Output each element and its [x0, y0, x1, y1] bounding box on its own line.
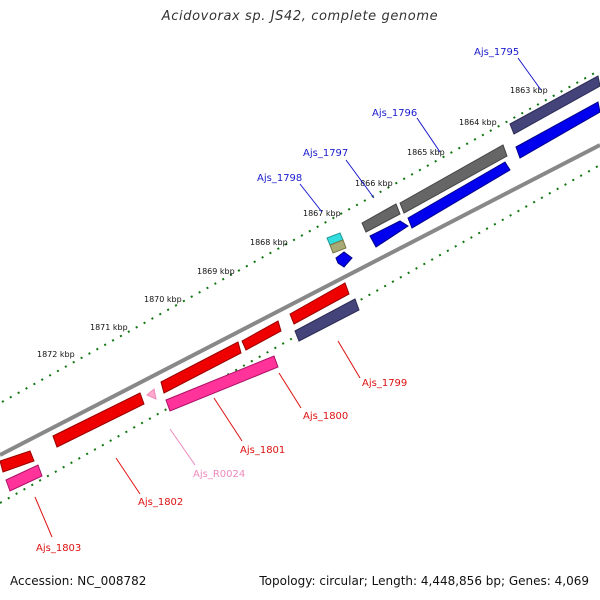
kbp-label: 1870 kbp	[144, 295, 182, 304]
gene-label-ajs-1799[interactable]: Ajs_1799	[362, 378, 407, 389]
gene-bar-ajs-1803[interactable]	[5, 464, 43, 492]
kbp-label: 1863 kbp	[510, 86, 548, 95]
gene-label-ajs-1797[interactable]: Ajs_1797	[303, 148, 348, 159]
cds-ajs-1799[interactable]	[289, 282, 350, 325]
kbp-label: 1868 kbp	[250, 238, 288, 247]
kbp-label: 1867 kbp	[303, 209, 341, 218]
gene-label-ajs-1803[interactable]: Ajs_1803	[36, 543, 81, 554]
gene-label-ajs-1796[interactable]: Ajs_1796	[372, 108, 417, 119]
gene-bar-ajs-1798-b[interactable]	[329, 239, 347, 254]
kbp-label: 1869 kbp	[197, 267, 235, 276]
gene-bar-ajs-1797[interactable]	[361, 203, 401, 233]
kbp-label: 1865 kbp	[407, 148, 445, 157]
kbp-label: 1872 kbp	[37, 350, 75, 359]
kbp-label: 1866 kbp	[355, 179, 393, 188]
cds-ajs-1795[interactable]	[515, 101, 600, 159]
gene-bar-ajs-1799[interactable]	[294, 298, 360, 342]
reverse-gene-track	[5, 298, 360, 492]
gene-label-ajs-r0024[interactable]: Ajs_R0024	[193, 469, 245, 480]
gene-bar-ajs-1796[interactable]	[399, 144, 508, 214]
kbp-label: 1864 kbp	[459, 118, 497, 127]
cds-ajs-1802[interactable]	[52, 392, 145, 448]
map-title: Acidovorax sp. JS42, complete genome	[161, 9, 439, 24]
rna-ajs-r0024[interactable]	[146, 388, 157, 400]
gene-bar-ajs-1801[interactable]	[165, 355, 279, 412]
forward-cds-track	[335, 101, 600, 268]
top-tick-row	[1, 69, 600, 403]
cds-ajs-1796[interactable]	[407, 161, 511, 229]
gene-label-ajs-1800[interactable]: Ajs_1800	[303, 411, 348, 422]
cds-ajs-1800[interactable]	[241, 320, 282, 351]
genome-stats-text: Topology: circular; Length: 4,448,856 bp…	[259, 574, 589, 588]
gene-label-ajs-1798[interactable]: Ajs_1798	[257, 173, 302, 184]
leader-lines	[34, 57, 542, 538]
kbp-label: 1871 kbp	[90, 323, 128, 332]
gene-label-ajs-1795[interactable]: Ajs_1795	[474, 47, 519, 58]
cds-ajs-1797[interactable]	[369, 220, 409, 248]
cds-ajs-1803[interactable]	[0, 450, 35, 473]
cds-ajs-1798[interactable]	[335, 251, 353, 268]
genome-backbone	[0, 143, 600, 457]
gene-label-ajs-1802[interactable]: Ajs_1802	[138, 497, 183, 508]
gene-labels: Ajs_1795 Ajs_1796 Ajs_1797 Ajs_1798 Ajs_…	[36, 47, 519, 554]
gene-label-ajs-1801[interactable]: Ajs_1801	[240, 445, 285, 456]
accession-text: Accession: NC_008782	[10, 574, 147, 588]
cds-ajs-1801[interactable]	[160, 341, 242, 394]
forward-gene-track	[326, 75, 600, 254]
reverse-cds-track	[0, 282, 350, 473]
gene-bar-ajs-1795[interactable]	[509, 75, 600, 135]
kbp-labels: 1863 kbp 1864 kbp 1865 kbp 1866 kbp 1867…	[37, 86, 548, 359]
